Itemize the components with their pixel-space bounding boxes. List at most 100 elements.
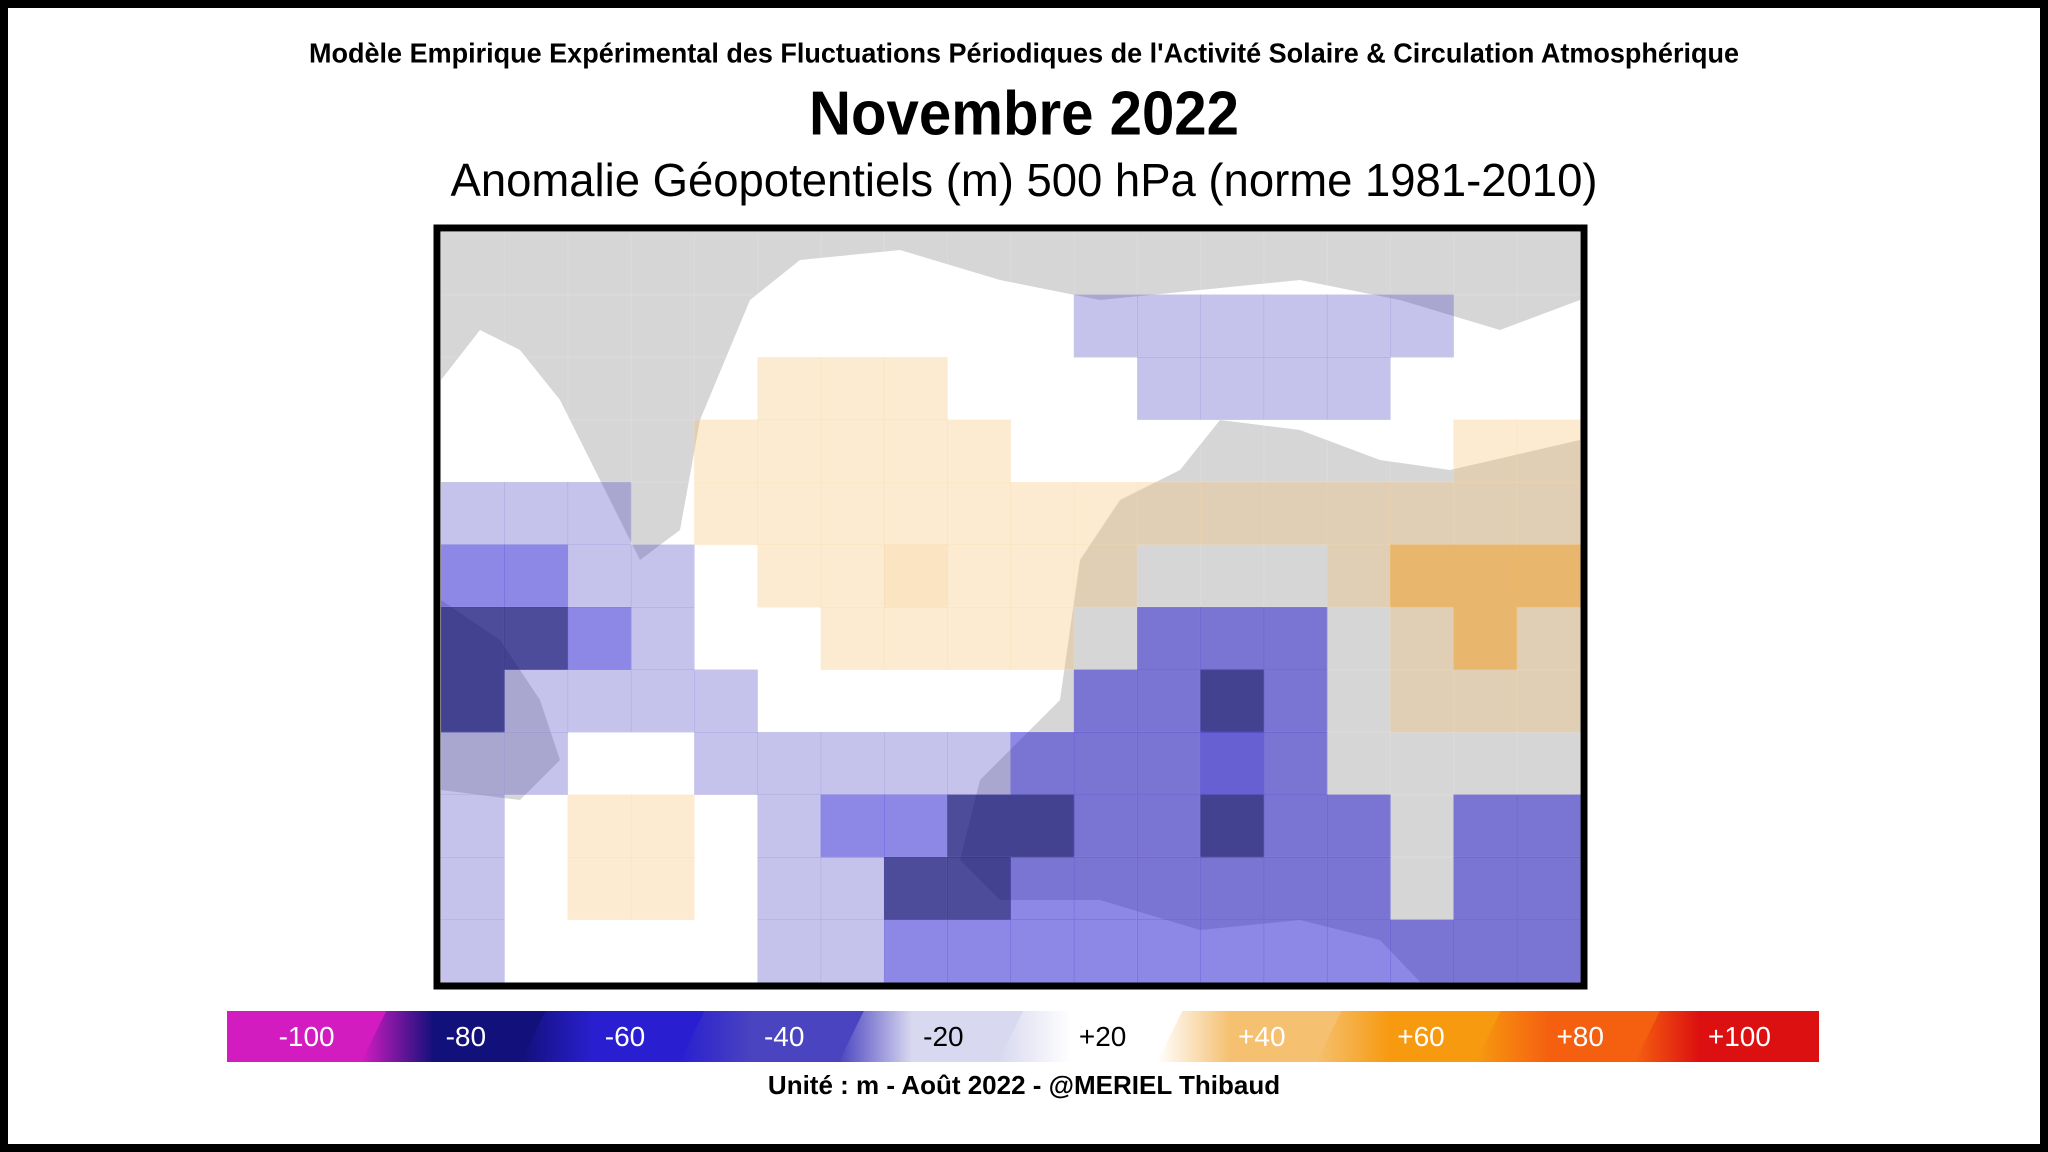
anomaly-cell xyxy=(567,481,632,546)
subtitle: Anomalie Géopotentiels (m) 500 hPa (norm… xyxy=(451,154,1598,206)
anomaly-cell xyxy=(1073,294,1139,358)
anomaly-cell xyxy=(503,231,569,296)
anomaly-cell xyxy=(946,919,1012,983)
legend: -100 -80 -60 -40 -20 +20 +40 +60 +80 +100 xyxy=(227,1011,1819,1062)
anomaly-cell xyxy=(946,356,1012,421)
legend-swatch xyxy=(361,1011,571,1062)
anomaly-cell xyxy=(1263,856,1328,921)
anomaly-cell xyxy=(567,606,632,671)
anomaly-cell xyxy=(1073,606,1139,671)
anomaly-cell xyxy=(1263,669,1328,733)
anomaly-cell xyxy=(1389,919,1455,983)
anomaly-cell xyxy=(946,794,1012,858)
anomaly-cell xyxy=(1389,669,1455,733)
anomaly-cell xyxy=(1199,294,1265,358)
anomaly-cell xyxy=(1326,669,1392,733)
anomaly-cell xyxy=(567,356,632,421)
anomaly-cell xyxy=(1136,731,1202,796)
anomaly-cell xyxy=(756,794,822,858)
anomaly-cell xyxy=(1452,294,1518,358)
greenland-arctic xyxy=(441,232,1580,560)
anomaly-cell xyxy=(693,356,759,421)
anomaly-cell xyxy=(1136,231,1202,296)
anomaly-cell xyxy=(756,356,822,421)
legend-swatch xyxy=(679,1011,889,1062)
anomaly-cell xyxy=(1199,606,1265,671)
anomaly-cell xyxy=(1136,856,1202,921)
anomaly-cell xyxy=(883,606,949,671)
anomaly-cell xyxy=(693,919,759,983)
anomaly-cell xyxy=(1010,544,1075,608)
legend-swatch xyxy=(227,1011,412,1062)
anomaly-cell xyxy=(1516,731,1581,796)
anomaly-cell xyxy=(567,919,632,983)
anomaly-cell xyxy=(1516,606,1581,671)
anomaly-cell xyxy=(630,356,696,421)
anomaly-cell xyxy=(1452,606,1518,671)
anomaly-cell xyxy=(820,356,885,421)
anomaly-cell xyxy=(756,544,822,608)
anomaly-cell xyxy=(567,419,632,483)
anomaly-cell xyxy=(693,231,759,296)
anomaly-cell xyxy=(1452,919,1518,983)
anomaly-cell xyxy=(1389,481,1455,546)
anomaly-cell xyxy=(630,294,696,358)
anomaly-cell xyxy=(630,481,696,546)
anomaly-cell xyxy=(1326,544,1392,608)
anomaly-cell xyxy=(503,356,569,421)
anomaly-cell xyxy=(820,669,885,733)
anomaly-cell xyxy=(1199,731,1265,796)
anomaly-cell xyxy=(503,481,569,546)
anomaly-cell xyxy=(946,419,1012,483)
legend-swatch xyxy=(520,1011,730,1062)
anomaly-cell xyxy=(567,794,632,858)
anomaly-cell xyxy=(1010,731,1075,796)
legend-label: -100 xyxy=(279,1021,335,1052)
anomaly-cell xyxy=(693,794,759,858)
anomaly-cell xyxy=(1389,731,1455,796)
anomaly-cell xyxy=(1516,794,1581,858)
anomaly-cell xyxy=(883,419,949,483)
anomaly-cell xyxy=(1516,669,1581,733)
anomaly-cell xyxy=(1389,856,1455,921)
anomaly-cell xyxy=(1452,669,1518,733)
anomaly-cell xyxy=(1326,231,1392,296)
anomaly-cell xyxy=(946,731,1012,796)
anomaly-cell xyxy=(946,669,1012,733)
anomaly-cell xyxy=(1073,419,1139,483)
anomaly-cell xyxy=(1389,544,1455,608)
anomaly-cell xyxy=(1136,419,1202,483)
anomaly-cell xyxy=(883,856,949,921)
anomaly-cell xyxy=(946,606,1012,671)
anomaly-cell xyxy=(1010,231,1075,296)
anomaly-cell xyxy=(1136,481,1202,546)
anomaly-cell xyxy=(503,606,569,671)
anomaly-cell xyxy=(1010,294,1075,358)
legend-swatch xyxy=(998,1011,1208,1062)
anomaly-cell xyxy=(1263,419,1328,483)
anomaly-cell xyxy=(567,294,632,358)
anomaly-cell xyxy=(1452,419,1518,483)
anomaly-cell xyxy=(1263,356,1328,421)
anomaly-cell xyxy=(1326,856,1392,921)
anomaly-cell xyxy=(883,231,949,296)
anomaly-cell xyxy=(1073,731,1139,796)
anomaly-cell xyxy=(756,419,822,483)
anomaly-cell xyxy=(1516,856,1581,921)
legend-swatch xyxy=(1157,1011,1367,1062)
anomaly-cell xyxy=(1326,919,1392,983)
anomaly-cell xyxy=(946,544,1012,608)
anomaly-cell xyxy=(946,231,1012,296)
anomaly-cell xyxy=(630,544,696,608)
anomaly-cell xyxy=(1516,544,1581,608)
anomaly-cell xyxy=(1199,419,1265,483)
anomaly-cell xyxy=(1136,919,1202,983)
anomaly-cell xyxy=(883,919,949,983)
anomaly-cell xyxy=(693,606,759,671)
anomaly-grid xyxy=(440,231,1581,983)
anomaly-cell xyxy=(820,231,885,296)
anomaly-cell xyxy=(1389,356,1455,421)
anomaly-cell xyxy=(440,919,506,983)
anomaly-cell xyxy=(883,544,949,608)
legend-swatch xyxy=(1475,1011,1685,1062)
